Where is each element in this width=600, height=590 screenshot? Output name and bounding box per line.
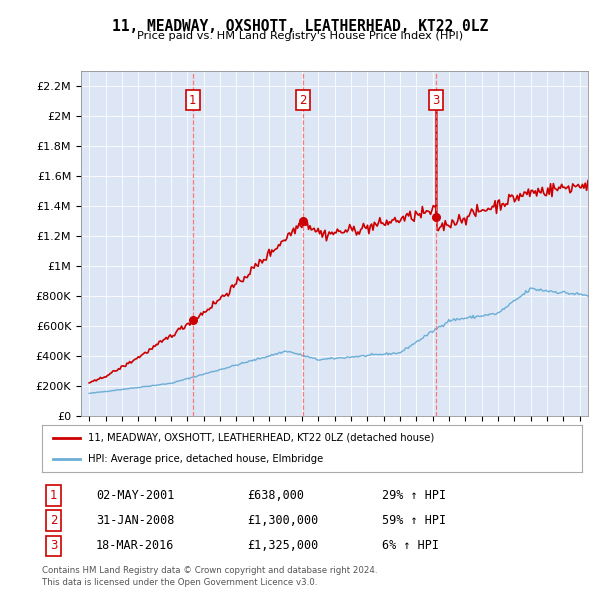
Text: £1,300,000: £1,300,000 xyxy=(247,514,319,527)
Text: Contains HM Land Registry data © Crown copyright and database right 2024.: Contains HM Land Registry data © Crown c… xyxy=(42,566,377,575)
Text: 18-MAR-2016: 18-MAR-2016 xyxy=(96,539,175,552)
Text: This data is licensed under the Open Government Licence v3.0.: This data is licensed under the Open Gov… xyxy=(42,578,317,587)
Text: £638,000: £638,000 xyxy=(247,489,304,502)
Text: 1: 1 xyxy=(50,489,58,502)
Text: 31-JAN-2008: 31-JAN-2008 xyxy=(96,514,175,527)
Text: 11, MEADWAY, OXSHOTT, LEATHERHEAD, KT22 0LZ: 11, MEADWAY, OXSHOTT, LEATHERHEAD, KT22 … xyxy=(112,19,488,34)
Text: 2: 2 xyxy=(50,514,58,527)
Text: 02-MAY-2001: 02-MAY-2001 xyxy=(96,489,175,502)
Text: 59% ↑ HPI: 59% ↑ HPI xyxy=(382,514,446,527)
Text: 3: 3 xyxy=(433,94,440,107)
Text: 3: 3 xyxy=(50,539,58,552)
Text: 6% ↑ HPI: 6% ↑ HPI xyxy=(382,539,439,552)
Text: Price paid vs. HM Land Registry's House Price Index (HPI): Price paid vs. HM Land Registry's House … xyxy=(137,31,463,41)
Text: HPI: Average price, detached house, Elmbridge: HPI: Average price, detached house, Elmb… xyxy=(88,454,323,464)
Text: 1: 1 xyxy=(189,94,196,107)
Text: 2: 2 xyxy=(299,94,307,107)
Text: 11, MEADWAY, OXSHOTT, LEATHERHEAD, KT22 0LZ (detached house): 11, MEADWAY, OXSHOTT, LEATHERHEAD, KT22 … xyxy=(88,432,434,442)
Text: £1,325,000: £1,325,000 xyxy=(247,539,319,552)
Text: 29% ↑ HPI: 29% ↑ HPI xyxy=(382,489,446,502)
